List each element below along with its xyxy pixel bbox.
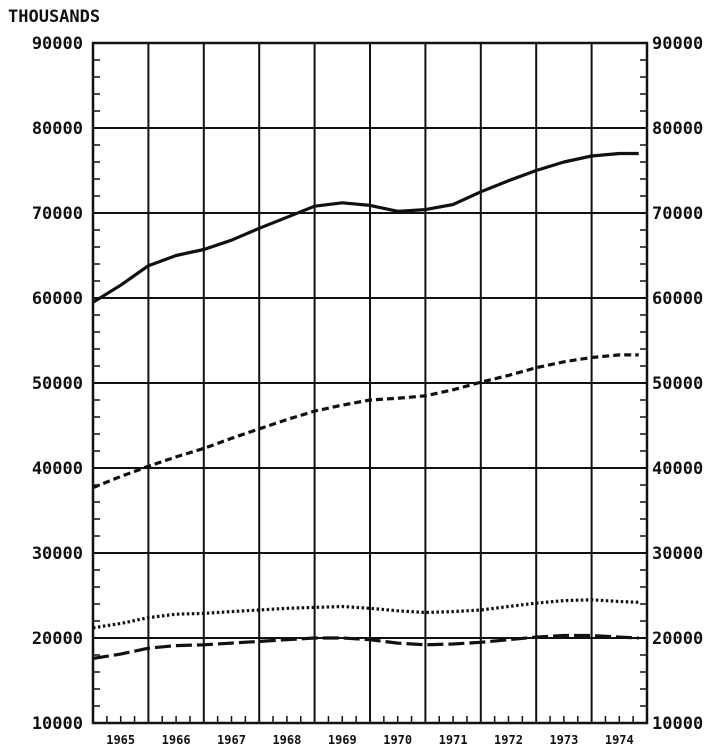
x-tick-label: 1972 [494,733,523,747]
x-tick-label: 1974 [605,733,634,747]
plot-frame [91,41,649,725]
x-tick-label: 1971 [439,733,468,747]
y-unit-label: THOUSANDS [8,7,100,27]
y-tick-label-left: 80000 [32,119,83,139]
y-tick-label-left: 50000 [32,374,83,394]
y-tick-label-left: 10000 [32,714,83,734]
series-line-2-dashed [92,353,639,490]
y-tick-label-right: 30000 [652,544,703,564]
x-tick-label: 1965 [106,733,135,747]
y-axis-labels: 10000 10000 20000 20000 30000 30000 40000 40000… [32,34,703,734]
series-layer [92,151,639,660]
grid [93,43,647,723]
x-tick-label: 1969 [328,733,357,747]
y-tick-label-right: 20000 [652,629,703,649]
y-tick-label-left: 90000 [32,34,83,54]
x-axis-labels: 1965 1966 1967 1968 1969 1970 1971 1972 1973 1974 [106,733,634,747]
x-tick-label: 1970 [383,733,412,747]
y-tick-label-left: 20000 [32,629,83,649]
y-tick-label-right: 60000 [652,289,703,309]
x-tick-label: 1973 [549,733,578,747]
series-line-4-long-dashed [92,633,639,660]
x-tick-label: 1967 [217,733,246,747]
y-tick-label-right: 80000 [652,119,703,139]
y-tick-label-left: 70000 [32,204,83,224]
y-tick-label-left: 30000 [32,544,83,564]
y-tick-label-right: 90000 [652,34,703,54]
x-tick-label: 1968 [272,733,301,747]
y-tick-label-right: 40000 [652,459,703,479]
y-tick-label-right: 50000 [652,374,703,394]
tick-marks [93,59,647,723]
series-line-3-dotted [92,598,639,630]
y-tick-label-left: 40000 [32,459,83,479]
y-tick-label-right: 10000 [652,714,703,734]
y-tick-label-right: 70000 [652,204,703,224]
x-tick-label: 1966 [162,733,191,747]
y-tick-label-left: 60000 [32,289,83,309]
series-line-1-solid [92,151,639,304]
